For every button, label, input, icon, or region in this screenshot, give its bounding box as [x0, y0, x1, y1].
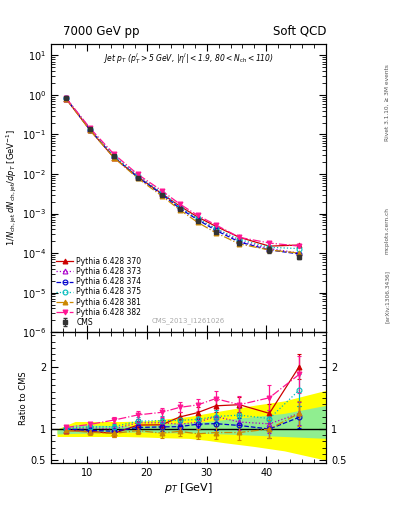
- Line: Pythia 6.428 381: Pythia 6.428 381: [64, 96, 302, 255]
- Pythia 6.428 373: [177, 205, 182, 211]
- Pythia 6.428 375: [237, 237, 242, 243]
- Pythia 6.428 374: [267, 247, 272, 253]
- Pythia 6.428 381: [213, 229, 218, 236]
- Pythia 6.428 373: [64, 96, 68, 102]
- Pythia 6.428 381: [195, 219, 200, 225]
- Pythia 6.428 381: [112, 155, 116, 161]
- Pythia 6.428 374: [237, 239, 242, 245]
- Pythia 6.428 375: [267, 244, 272, 250]
- Y-axis label: $1/N_{\rm ch,jet}\,dN_{\rm ch,jet}/dp_T\ [\rm GeV^{-1}]$: $1/N_{\rm ch,jet}\,dN_{\rm ch,jet}/dp_T\…: [5, 130, 19, 246]
- Pythia 6.428 382: [136, 172, 140, 178]
- Pythia 6.428 373: [112, 153, 116, 159]
- Text: Rivet 3.1.10, ≥ 3M events: Rivet 3.1.10, ≥ 3M events: [385, 64, 390, 141]
- Line: Pythia 6.428 373: Pythia 6.428 373: [64, 96, 302, 255]
- Pythia 6.428 382: [195, 212, 200, 219]
- Pythia 6.428 370: [213, 223, 218, 229]
- Pythia 6.428 370: [195, 214, 200, 220]
- Pythia 6.428 370: [64, 96, 68, 102]
- Text: CMS_2013_I1261026: CMS_2013_I1261026: [152, 317, 225, 324]
- Pythia 6.428 382: [177, 201, 182, 207]
- Pythia 6.428 382: [160, 187, 164, 194]
- Pythia 6.428 375: [160, 189, 164, 196]
- Text: mcplots.cern.ch: mcplots.cern.ch: [385, 207, 390, 254]
- Pythia 6.428 374: [136, 175, 140, 181]
- Line: Pythia 6.428 370: Pythia 6.428 370: [64, 96, 302, 248]
- Pythia 6.428 370: [136, 174, 140, 180]
- Pythia 6.428 375: [297, 246, 302, 252]
- Pythia 6.428 370: [112, 155, 116, 161]
- Text: Soft QCD: Soft QCD: [273, 25, 326, 37]
- Pythia 6.428 373: [213, 225, 218, 231]
- X-axis label: $p_T$ [GeV]: $p_T$ [GeV]: [164, 481, 213, 495]
- Pythia 6.428 382: [213, 222, 218, 228]
- Pythia 6.428 375: [177, 204, 182, 210]
- Pythia 6.428 373: [195, 216, 200, 222]
- Pythia 6.428 370: [177, 203, 182, 209]
- Pythia 6.428 374: [213, 227, 218, 233]
- Pythia 6.428 373: [297, 250, 302, 256]
- Pythia 6.428 374: [112, 154, 116, 160]
- Pythia 6.428 381: [64, 96, 68, 102]
- Pythia 6.428 373: [88, 126, 92, 132]
- Pythia 6.428 374: [195, 217, 200, 223]
- Line: Pythia 6.428 375: Pythia 6.428 375: [64, 96, 302, 251]
- Pythia 6.428 381: [136, 175, 140, 181]
- Pythia 6.428 373: [237, 238, 242, 244]
- Pythia 6.428 373: [160, 190, 164, 196]
- Pythia 6.428 375: [195, 216, 200, 222]
- Pythia 6.428 375: [136, 173, 140, 179]
- Pythia 6.428 382: [88, 125, 92, 131]
- Pythia 6.428 382: [64, 95, 68, 101]
- Pythia 6.428 381: [160, 193, 164, 199]
- Pythia 6.428 374: [64, 95, 68, 101]
- Pythia 6.428 381: [88, 127, 92, 133]
- Pythia 6.428 381: [267, 247, 272, 253]
- Pythia 6.428 373: [136, 173, 140, 179]
- Text: 7000 GeV pp: 7000 GeV pp: [63, 25, 140, 37]
- Pythia 6.428 382: [237, 234, 242, 241]
- Pythia 6.428 375: [64, 95, 68, 101]
- Pythia 6.428 381: [297, 250, 302, 256]
- Pythia 6.428 374: [88, 126, 92, 133]
- Pythia 6.428 370: [237, 234, 242, 241]
- Pythia 6.428 375: [112, 153, 116, 159]
- Pythia 6.428 370: [267, 243, 272, 249]
- Pythia 6.428 381: [177, 207, 182, 213]
- Pythia 6.428 374: [297, 251, 302, 257]
- Text: Jet $p_T$ ($p_T^l$$>$5 GeV, $|\eta^l|$$<$1.9, 80$<$$N_{\rm ch}$$<$110): Jet $p_T$ ($p_T^l$$>$5 GeV, $|\eta^l|$$<…: [103, 51, 274, 66]
- Legend: Pythia 6.428 370, Pythia 6.428 373, Pythia 6.428 374, Pythia 6.428 375, Pythia 6: Pythia 6.428 370, Pythia 6.428 373, Pyth…: [55, 255, 143, 328]
- Pythia 6.428 374: [177, 205, 182, 211]
- Pythia 6.428 370: [160, 190, 164, 197]
- Line: Pythia 6.428 374: Pythia 6.428 374: [64, 96, 302, 257]
- Pythia 6.428 382: [112, 151, 116, 157]
- Line: Pythia 6.428 382: Pythia 6.428 382: [64, 96, 302, 248]
- Pythia 6.428 381: [237, 241, 242, 247]
- Pythia 6.428 382: [267, 240, 272, 246]
- Pythia 6.428 375: [88, 125, 92, 132]
- Pythia 6.428 382: [297, 243, 302, 249]
- Pythia 6.428 370: [88, 127, 92, 133]
- Text: [arXiv:1306.3436]: [arXiv:1306.3436]: [385, 270, 390, 324]
- Y-axis label: Ratio to CMS: Ratio to CMS: [19, 371, 28, 424]
- Pythia 6.428 370: [297, 242, 302, 248]
- Pythia 6.428 375: [213, 225, 218, 231]
- Pythia 6.428 373: [267, 246, 272, 252]
- Pythia 6.428 374: [160, 191, 164, 197]
